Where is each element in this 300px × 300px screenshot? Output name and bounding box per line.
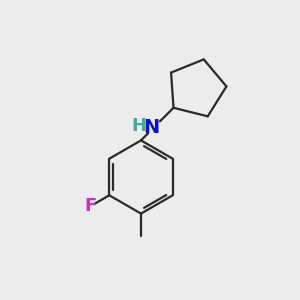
- Text: H: H: [131, 117, 146, 135]
- Text: N: N: [143, 118, 160, 137]
- Text: F: F: [85, 197, 97, 215]
